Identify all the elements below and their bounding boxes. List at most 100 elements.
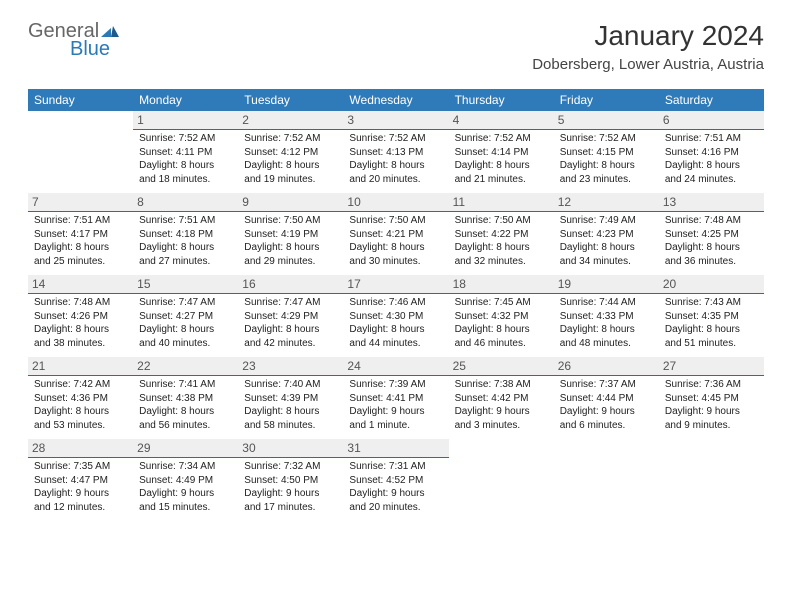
day-info: Sunrise: 7:52 AMSunset: 4:15 PMDaylight:… bbox=[560, 132, 653, 186]
day-number: 22 bbox=[133, 357, 238, 376]
day-cell: 9 Sunrise: 7:50 AMSunset: 4:19 PMDaylight… bbox=[238, 193, 343, 275]
day-number: 21 bbox=[28, 357, 133, 376]
logo-text-blue: Blue bbox=[70, 38, 110, 61]
day-number: 8 bbox=[133, 193, 238, 212]
day-info: Sunrise: 7:35 AMSunset: 4:47 PMDaylight:… bbox=[34, 460, 127, 514]
day-info: Sunrise: 7:31 AMSunset: 4:52 PMDaylight:… bbox=[349, 460, 442, 514]
logo: General Blue bbox=[28, 20, 119, 43]
day-info: Sunrise: 7:48 AMSunset: 4:25 PMDaylight:… bbox=[665, 214, 758, 268]
day-number: 28 bbox=[28, 439, 133, 458]
day-info: Sunrise: 7:42 AMSunset: 4:36 PMDaylight:… bbox=[34, 378, 127, 432]
day-cell: 6 Sunrise: 7:51 AMSunset: 4:16 PMDaylight… bbox=[659, 111, 764, 193]
day-number: 20 bbox=[659, 275, 764, 294]
day-info: Sunrise: 7:52 AMSunset: 4:11 PMDaylight:… bbox=[139, 132, 232, 186]
day-cell: 26Sunrise: 7:37 AMSunset: 4:44 PMDayligh… bbox=[554, 357, 659, 439]
location: Dobersberg, Lower Austria, Austria bbox=[532, 56, 764, 73]
day-info: Sunrise: 7:50 AMSunset: 4:19 PMDaylight:… bbox=[244, 214, 337, 268]
day-number: 26 bbox=[554, 357, 659, 376]
day-cell bbox=[659, 439, 764, 521]
day-info: Sunrise: 7:46 AMSunset: 4:30 PMDaylight:… bbox=[349, 296, 442, 350]
day-number: 29 bbox=[133, 439, 238, 458]
day-number: 1 bbox=[133, 111, 238, 130]
day-info: Sunrise: 7:50 AMSunset: 4:22 PMDaylight:… bbox=[455, 214, 548, 268]
day-cell: 21 Sunrise: 7:42 AMSunset: 4:36 PMDayligh… bbox=[28, 357, 133, 439]
day-number: 18 bbox=[449, 275, 554, 294]
day-info: Sunrise: 7:50 AMSunset: 4:21 PMDaylight:… bbox=[349, 214, 442, 268]
weekday-header: Friday bbox=[554, 89, 659, 111]
day-info: Sunrise: 7:32 AMSunset: 4:50 PMDaylight:… bbox=[244, 460, 337, 514]
day-info: Sunrise: 7:48 AMSunset: 4:26 PMDaylight:… bbox=[34, 296, 127, 350]
day-cell: 7 Sunrise: 7:51 AMSunset: 4:17 PMDaylight… bbox=[28, 193, 133, 275]
day-number: 5 bbox=[554, 111, 659, 130]
day-info: Sunrise: 7:47 AMSunset: 4:27 PMDaylight:… bbox=[139, 296, 232, 350]
day-cell: 2 Sunrise: 7:52 AMSunset: 4:12 PMDaylight… bbox=[238, 111, 343, 193]
day-info: Sunrise: 7:51 AMSunset: 4:17 PMDaylight:… bbox=[34, 214, 127, 268]
day-info: Sunrise: 7:38 AMSunset: 4:42 PMDaylight:… bbox=[455, 378, 548, 432]
day-info: Sunrise: 7:40 AMSunset: 4:39 PMDaylight:… bbox=[244, 378, 337, 432]
day-cell: 12 Sunrise: 7:49 AMSunset: 4:23 PMDayligh… bbox=[554, 193, 659, 275]
day-number: 27 bbox=[659, 357, 764, 376]
day-cell: 16 Sunrise: 7:47 AMSunset: 4:29 PMDayligh… bbox=[238, 275, 343, 357]
calendar-row: 21 Sunrise: 7:42 AMSunset: 4:36 PMDayligh… bbox=[28, 357, 764, 439]
day-number: 6 bbox=[659, 111, 764, 130]
day-cell: 29 Sunrise: 7:34 AMSunset: 4:49 PMDayligh… bbox=[133, 439, 238, 521]
day-info: Sunrise: 7:52 AMSunset: 4:13 PMDaylight:… bbox=[349, 132, 442, 186]
day-info: Sunrise: 7:41 AMSunset: 4:38 PMDaylight:… bbox=[139, 378, 232, 432]
day-cell: 1 Sunrise: 7:52 AMSunset: 4:11 PMDaylight… bbox=[133, 111, 238, 193]
day-info: Sunrise: 7:34 AMSunset: 4:49 PMDaylight:… bbox=[139, 460, 232, 514]
day-cell: 4Sunrise: 7:52 AMSunset: 4:14 PMDaylight… bbox=[449, 111, 554, 193]
day-number: 2 bbox=[238, 111, 343, 130]
weekday-header: Thursday bbox=[449, 89, 554, 111]
day-number: 17 bbox=[343, 275, 448, 294]
day-info: Sunrise: 7:44 AMSunset: 4:33 PMDaylight:… bbox=[560, 296, 653, 350]
day-cell bbox=[449, 439, 554, 521]
day-info: Sunrise: 7:45 AMSunset: 4:32 PMDaylight:… bbox=[455, 296, 548, 350]
day-number: 4 bbox=[449, 111, 554, 130]
day-cell: 11Sunrise: 7:50 AMSunset: 4:22 PMDayligh… bbox=[449, 193, 554, 275]
calendar-row: 1 Sunrise: 7:52 AMSunset: 4:11 PMDaylight… bbox=[28, 111, 764, 193]
day-number: 9 bbox=[238, 193, 343, 212]
weekday-header: Tuesday bbox=[238, 89, 343, 111]
day-number: 7 bbox=[28, 193, 133, 212]
day-info: Sunrise: 7:43 AMSunset: 4:35 PMDaylight:… bbox=[665, 296, 758, 350]
day-number: 25 bbox=[449, 357, 554, 376]
day-number: 24 bbox=[343, 357, 448, 376]
day-number: 19 bbox=[554, 275, 659, 294]
day-cell bbox=[28, 111, 133, 193]
calendar-row: 14 Sunrise: 7:48 AMSunset: 4:26 PMDayligh… bbox=[28, 275, 764, 357]
day-info: Sunrise: 7:52 AMSunset: 4:12 PMDaylight:… bbox=[244, 132, 337, 186]
day-cell: 13 Sunrise: 7:48 AMSunset: 4:25 PMDayligh… bbox=[659, 193, 764, 275]
day-number: 12 bbox=[554, 193, 659, 212]
weekday-header: Sunday bbox=[28, 89, 133, 111]
day-cell: 24Sunrise: 7:39 AMSunset: 4:41 PMDayligh… bbox=[343, 357, 448, 439]
day-cell: 19 Sunrise: 7:44 AMSunset: 4:33 PMDayligh… bbox=[554, 275, 659, 357]
day-number: 23 bbox=[238, 357, 343, 376]
weekday-header: Saturday bbox=[659, 89, 764, 111]
day-cell: 28 Sunrise: 7:35 AMSunset: 4:47 PMDayligh… bbox=[28, 439, 133, 521]
day-number: 14 bbox=[28, 275, 133, 294]
day-cell: 22 Sunrise: 7:41 AMSunset: 4:38 PMDayligh… bbox=[133, 357, 238, 439]
day-cell: 27 Sunrise: 7:36 AMSunset: 4:45 PMDayligh… bbox=[659, 357, 764, 439]
day-cell: 20 Sunrise: 7:43 AMSunset: 4:35 PMDayligh… bbox=[659, 275, 764, 357]
calendar-row: 28 Sunrise: 7:35 AMSunset: 4:47 PMDayligh… bbox=[28, 439, 764, 521]
day-number: 13 bbox=[659, 193, 764, 212]
day-info: Sunrise: 7:51 AMSunset: 4:16 PMDaylight:… bbox=[665, 132, 758, 186]
day-info: Sunrise: 7:36 AMSunset: 4:45 PMDaylight:… bbox=[665, 378, 758, 432]
weekday-header-row: Sunday Monday Tuesday Wednesday Thursday… bbox=[28, 89, 764, 111]
day-cell: 3Sunrise: 7:52 AMSunset: 4:13 PMDaylight… bbox=[343, 111, 448, 193]
day-cell: 30 Sunrise: 7:32 AMSunset: 4:50 PMDayligh… bbox=[238, 439, 343, 521]
day-info: Sunrise: 7:49 AMSunset: 4:23 PMDaylight:… bbox=[560, 214, 653, 268]
day-number: 10 bbox=[343, 193, 448, 212]
day-number: 16 bbox=[238, 275, 343, 294]
header: General Blue January 2024 Dobersberg, Lo… bbox=[28, 20, 764, 73]
day-info: Sunrise: 7:51 AMSunset: 4:18 PMDaylight:… bbox=[139, 214, 232, 268]
month-title: January 2024 bbox=[532, 20, 764, 52]
day-cell: 8 Sunrise: 7:51 AMSunset: 4:18 PMDaylight… bbox=[133, 193, 238, 275]
day-number: 30 bbox=[238, 439, 343, 458]
calendar-table: Sunday Monday Tuesday Wednesday Thursday… bbox=[28, 89, 764, 521]
day-cell: 31Sunrise: 7:31 AMSunset: 4:52 PMDayligh… bbox=[343, 439, 448, 521]
day-cell bbox=[554, 439, 659, 521]
weekday-header: Wednesday bbox=[343, 89, 448, 111]
day-cell: 25 Sunrise: 7:38 AMSunset: 4:42 PMDayligh… bbox=[449, 357, 554, 439]
day-info: Sunrise: 7:47 AMSunset: 4:29 PMDaylight:… bbox=[244, 296, 337, 350]
